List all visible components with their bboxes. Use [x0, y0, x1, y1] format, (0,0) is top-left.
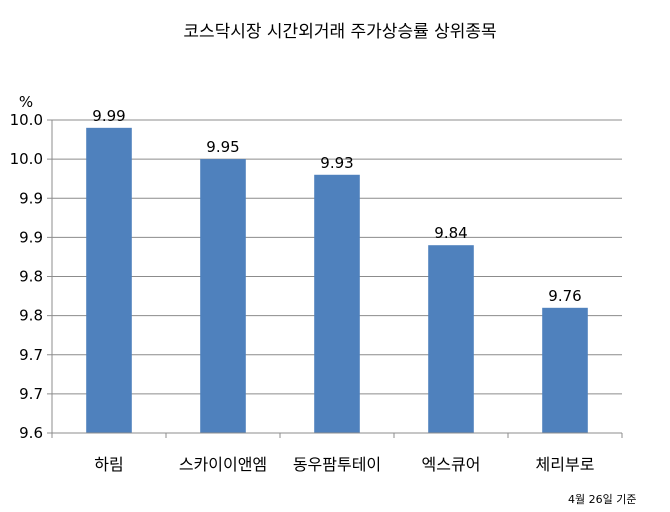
- x-axis-labels: 하림 스카이이앤엠 동우팜투테이 엑스큐어 체리부로: [94, 455, 594, 474]
- date-note: 4월 26일 기준: [568, 492, 636, 506]
- y-tick-label: 9.7: [19, 346, 43, 364]
- x-tick-label: 엑스큐어: [422, 455, 481, 474]
- y-axis-ticks: 9.6 9.7 9.7 9.8 9.8 9.9 9.9 10.0 10.0: [10, 111, 43, 442]
- bars: [86, 127, 588, 433]
- y-tick-label: 9.8: [19, 268, 43, 286]
- axes: [47, 119, 623, 438]
- y-tick-label: 10.0: [10, 111, 43, 129]
- data-labels: 9.99 9.95 9.93 9.84 9.76: [92, 107, 581, 305]
- bar: [86, 127, 132, 433]
- y-tick-label: 9.9: [19, 228, 43, 246]
- y-tick-label: 10.0: [10, 150, 43, 168]
- data-label: 9.93: [320, 154, 353, 172]
- data-label: 9.95: [206, 138, 239, 156]
- x-tick-label: 하림: [94, 455, 123, 474]
- x-tick-label: 체리부로: [536, 455, 595, 474]
- y-tick-label: 9.6: [19, 424, 43, 442]
- bar: [314, 174, 360, 433]
- data-label: 9.76: [548, 287, 581, 305]
- x-tick-label: 스카이이앤엠: [179, 455, 267, 474]
- chart-title: 코스닥시장 시간외거래 주가상승률 상위종목: [183, 22, 496, 42]
- x-tick-label: 동우팜투테이: [293, 455, 381, 474]
- bar: [542, 307, 588, 433]
- y-tick-label: 9.7: [19, 385, 43, 403]
- data-label: 9.99: [92, 107, 125, 125]
- y-tick-label: 9.9: [19, 189, 43, 207]
- data-label: 9.84: [434, 224, 467, 242]
- y-tick-label: 9.8: [19, 307, 43, 325]
- y-axis-unit: %: [19, 93, 33, 111]
- bar: [428, 245, 474, 433]
- bar: [200, 159, 246, 433]
